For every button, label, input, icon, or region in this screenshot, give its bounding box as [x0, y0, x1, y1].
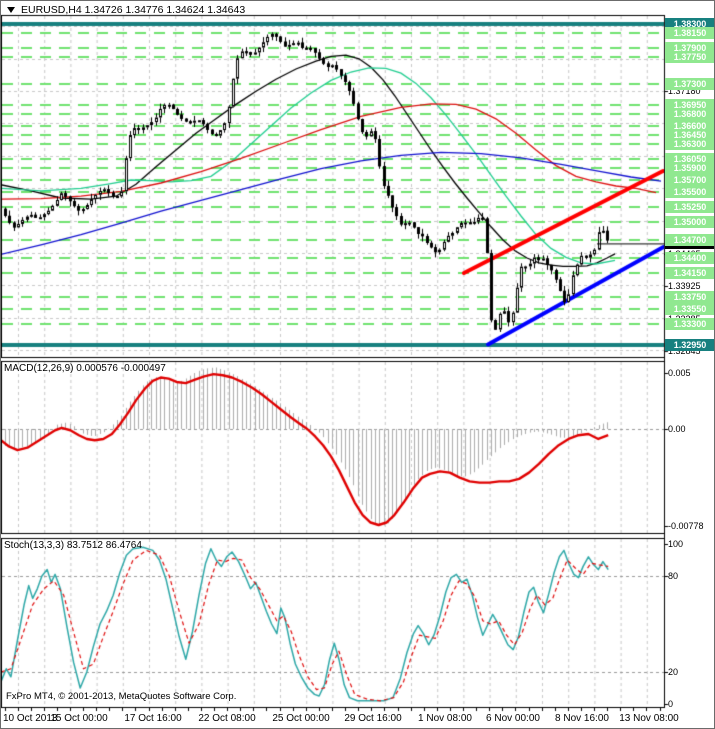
- copyright-text: FxPro MT4, © 2001-2013, MetaQuotes Softw…: [6, 691, 237, 702]
- price-level-badge: 1.37300: [665, 78, 714, 90]
- price-level-badge: 1.33750: [665, 291, 714, 303]
- time-axis-label: 25 Oct 00:00: [272, 713, 330, 724]
- price-level-badge: 1.35700: [665, 174, 714, 186]
- time-axis-label: 13 Nov 08:00: [619, 713, 679, 724]
- macd-axis-label: -0.00778: [668, 521, 704, 531]
- price-level-badge: 1.34700: [665, 234, 714, 246]
- stochastic-axis-label: 20: [668, 667, 679, 677]
- price-level-badge: 1.35900: [665, 162, 714, 174]
- macd-axis-label: 0.005: [668, 368, 691, 378]
- price-tick-label: 1.33925: [668, 281, 701, 291]
- symbol-title: EURUSD,H4 1.34726 1.34776 1.34624 1.3464…: [21, 4, 246, 16]
- price-level-badge: 1.36800: [665, 108, 714, 120]
- time-axis-label: 8 Nov 16:00: [555, 713, 609, 724]
- price-level-badge: 1.37750: [665, 51, 714, 63]
- price-level-badge: 1.35000: [665, 216, 714, 228]
- price-level-badge: 1.36300: [665, 138, 714, 150]
- price-level-badge: 1.34150: [665, 267, 714, 279]
- macd-axis-label: 0.00: [668, 424, 686, 434]
- macd-indicator-label: MACD(12,26,9) 0.000576 -0.000497: [4, 363, 166, 374]
- time-axis-label: 15 Oct 00:00: [50, 713, 108, 724]
- stochastic-axis-label: 100: [668, 539, 684, 549]
- price-tick-label: 1.37180: [668, 86, 701, 96]
- price-tick-label: 1.32845: [668, 346, 701, 356]
- time-axis-label: 6 Nov 00:00: [486, 713, 540, 724]
- price-level-badge: 1.35500: [665, 186, 714, 198]
- chart-title-bar: EURUSD,H4 1.34726 1.34776 1.34624 1.3464…: [7, 4, 245, 16]
- price-level-badge: 1.33300: [665, 318, 714, 330]
- time-axis-label: 10 Oct 2013: [3, 713, 58, 724]
- stochastic-axis-label: 80: [668, 571, 679, 581]
- stochastic-indicator-label: Stoch(13,3,3) 83.7512 86.4764: [4, 540, 142, 551]
- price-level-badge: 1.38150: [665, 27, 714, 39]
- time-axis-label: 17 Oct 16:00: [124, 713, 182, 724]
- time-axis-label: 29 Oct 16:00: [344, 713, 402, 724]
- stochastic-axis-label: 0: [668, 699, 674, 709]
- time-axis-label: 22 Oct 08:00: [198, 713, 256, 724]
- price-level-badge: 1.35250: [665, 201, 714, 213]
- time-axis-label: 1 Nov 08:00: [418, 713, 472, 724]
- price-level-badge: 1.33550: [665, 303, 714, 315]
- price-level-badge: 1.34400: [665, 252, 714, 264]
- chevron-down-icon: [7, 7, 15, 14]
- key-level-badge: 1.32950: [665, 339, 714, 351]
